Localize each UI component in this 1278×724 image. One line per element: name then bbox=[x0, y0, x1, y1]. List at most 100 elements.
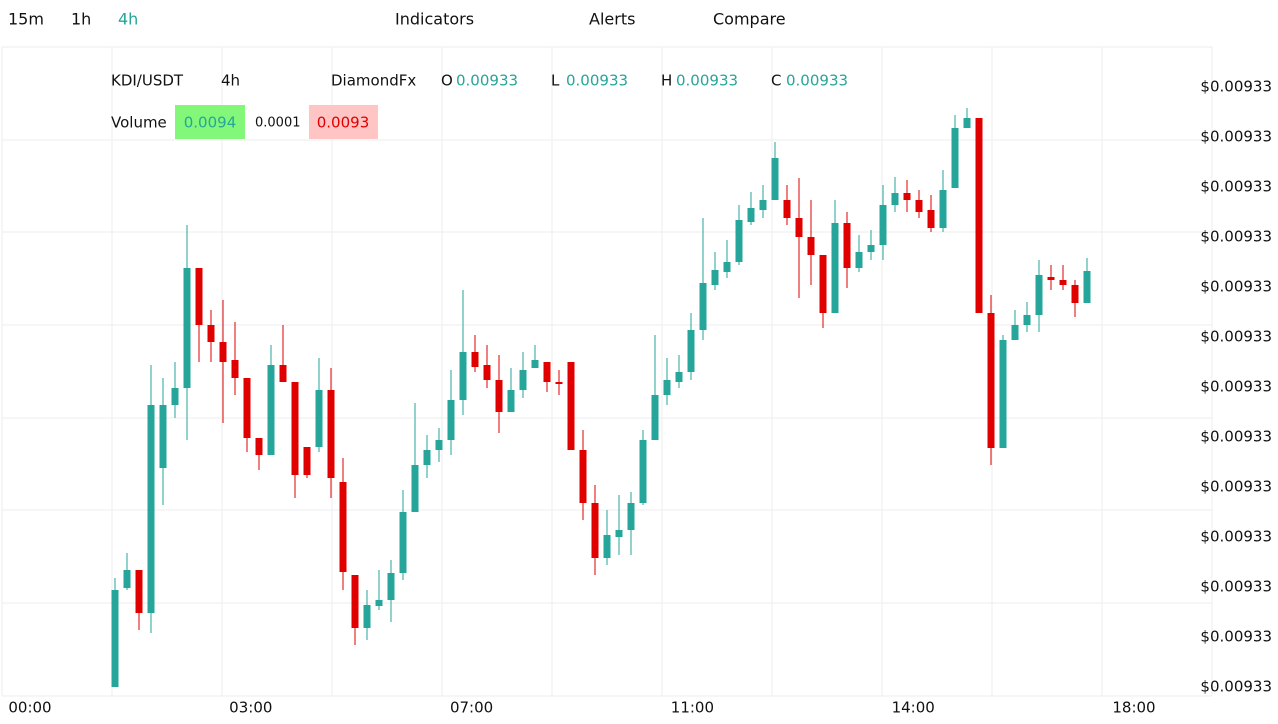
toolbar-button[interactable]: Compare bbox=[713, 10, 786, 29]
ohlc-value: 0.00933 bbox=[676, 72, 738, 90]
candle-body bbox=[639, 440, 647, 503]
candle-body bbox=[579, 450, 587, 503]
candle-body bbox=[471, 352, 479, 367]
y-tick-label: $0.00933 bbox=[1200, 78, 1272, 96]
volume-value: 0.0001 bbox=[255, 116, 301, 131]
candle-body bbox=[219, 342, 227, 362]
x-tick-label: 00:00 bbox=[8, 699, 51, 717]
candle-body bbox=[939, 190, 947, 228]
candle-body bbox=[339, 482, 347, 572]
volume-value: 0.0094 bbox=[184, 114, 237, 132]
symbol: KDI/USDT bbox=[111, 72, 184, 90]
candle-body bbox=[555, 382, 563, 384]
ohlc-label: C bbox=[771, 72, 781, 90]
candle-body bbox=[435, 440, 443, 450]
candle-body bbox=[495, 380, 503, 412]
candle-body bbox=[387, 573, 395, 600]
toolbar-button[interactable]: Indicators bbox=[395, 10, 474, 29]
y-tick-label: $0.00933 bbox=[1200, 578, 1272, 596]
ohlc-value: 0.00933 bbox=[456, 72, 518, 90]
candle-body bbox=[1059, 280, 1067, 285]
candle-body bbox=[459, 352, 467, 400]
y-tick-label: $0.00933 bbox=[1200, 228, 1272, 246]
candle-body bbox=[231, 360, 239, 378]
candle-body bbox=[519, 370, 527, 390]
x-tick-label: 07:00 bbox=[450, 699, 493, 717]
y-tick-label: $0.00933 bbox=[1200, 378, 1272, 396]
candle-body bbox=[1047, 277, 1055, 280]
candle-body bbox=[927, 210, 935, 228]
candle-body bbox=[783, 200, 791, 218]
candle-body bbox=[687, 330, 695, 372]
interval-button[interactable]: 4h bbox=[118, 10, 138, 29]
candle-body bbox=[447, 400, 455, 440]
candle-body bbox=[243, 378, 251, 438]
candle-body bbox=[315, 390, 323, 447]
candle-body bbox=[963, 118, 971, 128]
x-tick-label: 11:00 bbox=[671, 699, 714, 717]
candle-body bbox=[591, 503, 599, 558]
candle-body bbox=[975, 118, 983, 313]
ohlc-label: O bbox=[441, 72, 453, 90]
candle-body bbox=[483, 365, 491, 380]
y-tick-label: $0.00933 bbox=[1200, 428, 1272, 446]
candle-body bbox=[987, 313, 995, 448]
candle-body bbox=[699, 283, 707, 330]
candle-body bbox=[795, 218, 803, 237]
candle-body bbox=[123, 570, 131, 588]
candle-body bbox=[171, 388, 179, 405]
candle-body bbox=[735, 220, 743, 262]
candle-body bbox=[771, 158, 779, 200]
candle-body bbox=[147, 405, 155, 613]
x-tick-label: 14:00 bbox=[892, 699, 935, 717]
candle-body bbox=[759, 200, 767, 210]
candle-body bbox=[267, 365, 275, 455]
candle-body bbox=[543, 362, 551, 382]
y-tick-label: $0.00933 bbox=[1200, 628, 1272, 646]
candle-body bbox=[1071, 285, 1079, 303]
candle-body bbox=[891, 193, 899, 205]
candle-body bbox=[279, 365, 287, 382]
y-tick-label: $0.00933 bbox=[1200, 528, 1272, 546]
interval-button[interactable]: 15m bbox=[8, 10, 44, 29]
candle-body bbox=[255, 438, 263, 455]
volume-up-box bbox=[175, 105, 245, 139]
candle-body bbox=[135, 570, 143, 613]
ohlc-label: H bbox=[661, 72, 672, 90]
candle-body bbox=[651, 395, 659, 440]
interval-button[interactable]: 1h bbox=[71, 10, 91, 29]
candle-body bbox=[423, 450, 431, 465]
candle-body bbox=[411, 465, 419, 512]
volume-value: 0.0093 bbox=[317, 114, 370, 132]
y-tick-label: $0.00933 bbox=[1200, 178, 1272, 196]
candle-body bbox=[111, 590, 119, 687]
candle-body bbox=[915, 200, 923, 212]
candle-body bbox=[831, 223, 839, 313]
candle-body bbox=[675, 372, 683, 382]
candle-body bbox=[507, 390, 515, 412]
volume-down-box bbox=[309, 105, 378, 139]
toolbar-button[interactable]: Alerts bbox=[589, 10, 635, 29]
candle-body bbox=[879, 205, 887, 245]
ohlc-value: 0.00933 bbox=[566, 72, 628, 90]
y-tick-label: $0.00933 bbox=[1200, 678, 1272, 696]
candle-body bbox=[999, 340, 1007, 448]
ohlc-value: 0.00933 bbox=[786, 72, 848, 90]
candle-body bbox=[819, 255, 827, 313]
y-tick-label: $0.00933 bbox=[1200, 128, 1272, 146]
candle-body bbox=[363, 605, 371, 628]
candle-body bbox=[1035, 275, 1043, 315]
source: DiamondFx bbox=[331, 72, 416, 90]
x-tick-label: 03:00 bbox=[229, 699, 272, 717]
y-tick-label: $0.00933 bbox=[1200, 478, 1272, 496]
candle-body bbox=[567, 362, 575, 450]
x-tick-label: 18:00 bbox=[1112, 699, 1155, 717]
y-tick-label: $0.00933 bbox=[1200, 328, 1272, 346]
y-tick-label: $0.00933 bbox=[1200, 278, 1272, 296]
candle-body bbox=[531, 360, 539, 368]
candle-body bbox=[711, 270, 719, 285]
candle-body bbox=[603, 535, 611, 558]
candle-body bbox=[351, 575, 359, 628]
candle-body bbox=[1023, 315, 1031, 325]
